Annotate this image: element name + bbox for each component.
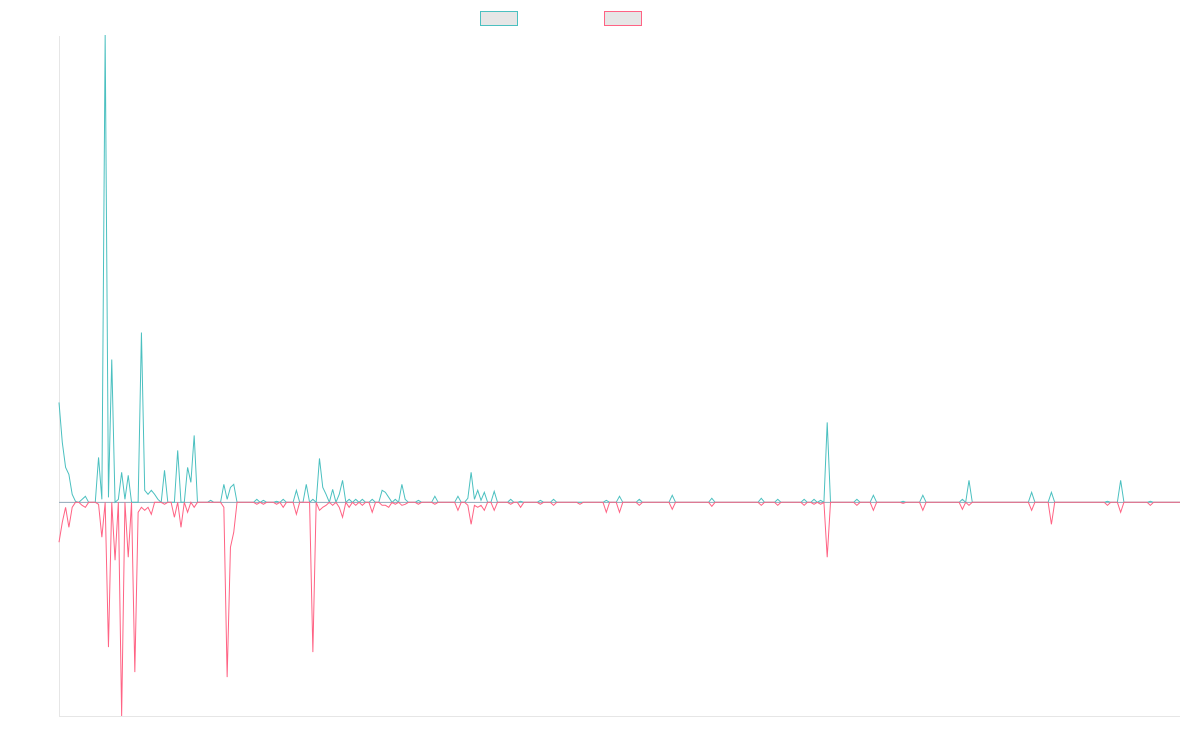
series-line-1 xyxy=(58,34,1180,504)
legend-swatch-series-1 xyxy=(480,10,518,26)
series-line-2 xyxy=(58,501,1180,717)
legend-item-series-2[interactable] xyxy=(604,9,648,27)
legend-swatch-series-2 xyxy=(604,10,642,26)
chart-legend xyxy=(0,9,1200,27)
legend-item-series-1[interactable] xyxy=(480,9,524,27)
series-layer xyxy=(58,34,1180,717)
